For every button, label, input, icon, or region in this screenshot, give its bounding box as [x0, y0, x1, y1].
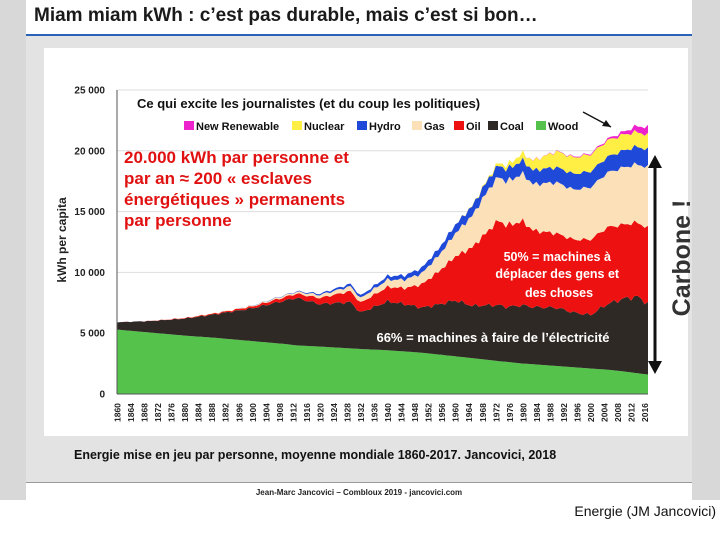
x-tick-label: 2016 — [640, 403, 650, 422]
annotation-energy-slaves: 20.000 kWh par personne et par an ≈ 200 … — [124, 148, 354, 230]
carbone-label: Carbone ! — [668, 200, 696, 317]
x-tick-label: 1940 — [383, 403, 393, 422]
stacked-areas — [117, 124, 648, 394]
x-tick-label: 1992 — [559, 403, 569, 422]
legend-swatch-gas — [412, 121, 422, 130]
title-underline — [26, 34, 692, 36]
legend-label-new_renewable: New Renewable — [196, 121, 279, 133]
footer-text: Jean-Marc Jancovici – Combloux 2019 - ja… — [255, 488, 463, 497]
x-tick-label: 1872 — [153, 403, 163, 422]
x-tick-label: 1904 — [261, 403, 271, 422]
x-tick-label: 1888 — [207, 403, 217, 422]
x-tick-label: 1876 — [167, 403, 177, 422]
legend-swatch-oil — [454, 121, 464, 130]
legend-label-oil: Oil — [466, 121, 481, 133]
x-tick-label: 1984 — [532, 403, 542, 422]
x-tick-label: 1960 — [451, 403, 461, 422]
footer-divider — [26, 482, 692, 483]
x-tick-label: 2004 — [600, 403, 610, 422]
x-tick-label: 1952 — [424, 403, 434, 422]
x-tick-label: 1892 — [221, 403, 231, 422]
x-tick-label: 2008 — [613, 403, 623, 422]
legend-swatch-coal — [488, 121, 498, 130]
x-tick-label: 1976 — [505, 403, 515, 422]
x-tick-label: 1908 — [275, 403, 285, 422]
y-tick-label: 0 — [99, 390, 105, 401]
area-gas — [117, 162, 648, 323]
oil-line-3: des choses — [525, 286, 593, 300]
legend-swatch-nuclear — [292, 121, 302, 130]
x-tick-label: 1972 — [491, 403, 501, 422]
x-tick-label: 1932 — [356, 403, 366, 422]
x-tick-label: 1928 — [343, 403, 353, 422]
legend-label-wood: Wood — [548, 121, 578, 133]
carbone-arrowhead-bottom — [648, 361, 662, 374]
x-tick-label: 1920 — [315, 403, 325, 422]
legend: New Renewable Nuclear Hydro Gas Oil Coal Wood — [184, 121, 578, 133]
right-gray-strip — [692, 0, 720, 500]
x-tick-label: 1944 — [397, 403, 407, 422]
annotation-line-4: par personne — [124, 211, 232, 230]
x-tick-label: 2012 — [627, 403, 637, 422]
legend-swatch-new_renewable — [184, 121, 194, 130]
x-tick-label: 1968 — [478, 403, 488, 422]
annotation-oil-share: 50% = machines à déplacer des gens et de… — [495, 250, 622, 300]
x-tick-label: 1924 — [329, 403, 339, 422]
x-tick-label: 1936 — [370, 403, 380, 422]
y-axis: 0 5 000 10 000 15 000 20 000 25 000 — [74, 86, 118, 401]
legend-label-hydro: Hydro — [369, 121, 401, 133]
x-tick-label: 1980 — [518, 403, 528, 422]
x-tick-label: 1912 — [288, 403, 298, 422]
y-tick-label: 25 000 — [74, 86, 105, 97]
x-tick-label: 1864 — [126, 403, 136, 422]
legend-swatch-hydro — [357, 121, 367, 130]
y-tick-label: 20 000 — [74, 146, 105, 157]
area-oil — [117, 218, 648, 323]
carbone-arrowhead-top — [648, 155, 662, 168]
annotation-line-1: 20.000 kWh par personne et — [124, 148, 349, 167]
x-tick-label: 1916 — [302, 403, 312, 422]
annotation-line-2: par an ≈ 200 « esclaves — [124, 169, 312, 188]
x-tick-label: 2000 — [586, 403, 596, 422]
y-tick-label: 10 000 — [74, 268, 105, 279]
y-tick-label: 5 000 — [80, 329, 105, 340]
x-tick-label: 1880 — [180, 403, 190, 422]
legend-label-nuclear: Nuclear — [304, 121, 345, 133]
y-axis-label: kWh per capita — [55, 197, 69, 283]
legend-swatch-wood — [536, 121, 546, 130]
x-tick-label: 1956 — [437, 403, 447, 422]
x-tick-label: 1896 — [234, 403, 244, 422]
chart-caption: Energie mise en jeu par personne, moyenn… — [74, 448, 557, 462]
x-tick-label: 1868 — [140, 403, 150, 422]
oil-line-1: 50% = machines à — [504, 250, 611, 264]
legend-arrowhead — [602, 120, 611, 127]
legend-label-coal: Coal — [500, 121, 524, 133]
annotation-electricity: 66% = machines à faire de l’électricité — [376, 330, 609, 345]
slide-title: Miam miam kWh : c’est pas durable, mais … — [34, 5, 538, 26]
x-tick-label: 1900 — [248, 403, 258, 422]
y-tick-label: 15 000 — [74, 207, 105, 218]
x-tick-label: 1996 — [573, 403, 583, 422]
image-credit: Energie (JM Jancovici) — [574, 503, 716, 519]
oil-line-2: déplacer des gens et — [495, 267, 620, 281]
area-wood — [117, 329, 648, 394]
x-tick-label: 1948 — [410, 403, 420, 422]
x-tick-label: 1860 — [113, 403, 123, 422]
x-tick-label: 1964 — [464, 403, 474, 422]
left-gray-strip — [0, 0, 26, 500]
x-axis: 1860 1864 1868 1872 1876 1880 1884 1888 1892 1896… — [113, 393, 650, 422]
legend-title: Ce qui excite les journalistes (et du co… — [137, 96, 480, 111]
annotation-line-3: énergétiques » permanents — [124, 190, 345, 209]
x-tick-label: 1988 — [545, 403, 555, 422]
legend-label-gas: Gas — [424, 121, 445, 133]
x-tick-label: 1884 — [194, 403, 204, 422]
area-coal — [117, 295, 648, 375]
